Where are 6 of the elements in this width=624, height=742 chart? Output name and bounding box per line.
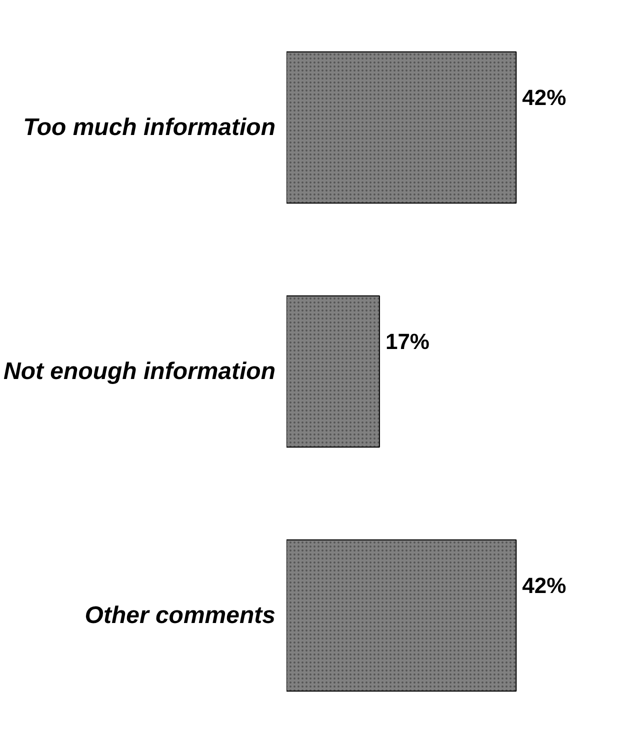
y-tick-label: Not enough information [4, 358, 276, 385]
data-label: 17% [385, 329, 430, 354]
data-label: 42% [522, 85, 566, 110]
data-label: 42% [522, 573, 566, 598]
y-tick-label: Other comments [84, 602, 276, 629]
y-tick-label: Too much information [23, 114, 276, 141]
